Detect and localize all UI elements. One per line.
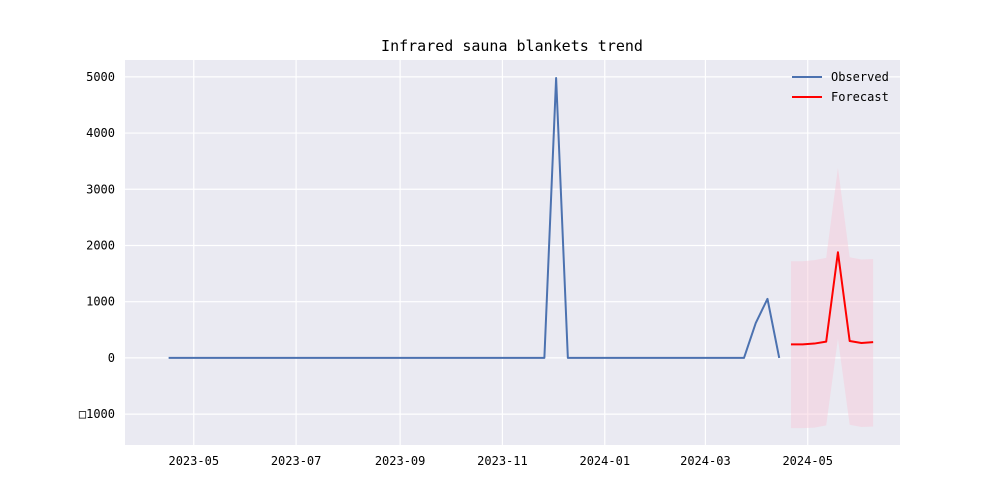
x-tick-label: 2023-05: [168, 454, 219, 468]
y-tick-label: 5000: [86, 70, 115, 84]
x-tick-label: 2023-09: [375, 454, 426, 468]
chart-title: Infrared sauna blankets trend: [381, 37, 643, 55]
series-layer: [168, 76, 874, 359]
y-tick-label: 3000: [86, 182, 115, 196]
x-tick-label: 2023-11: [477, 454, 528, 468]
legend-label: Forecast: [831, 90, 889, 104]
series-line-forecast: [790, 251, 874, 346]
y-tick-label: 1000: [86, 295, 115, 309]
y-tick-label: 4000: [86, 126, 115, 140]
x-tick-label: 2023-07: [271, 454, 322, 468]
plot-area: [125, 60, 900, 445]
x-tick-label: 2024-03: [680, 454, 731, 468]
x-tick-label: 2024-01: [579, 454, 630, 468]
series-line-observed: [168, 76, 781, 359]
y-tick-label: 2000: [86, 238, 115, 252]
x-axis: 2023-05 2023-07 2023-09 2023-11 2024-01 2024-…: [168, 454, 833, 468]
y-tick-label: 0: [108, 351, 115, 365]
legend-label: Observed: [831, 70, 889, 84]
x-tick-label: 2024-05: [782, 454, 833, 468]
grid: [125, 60, 900, 445]
y-tick-label: □1000: [79, 407, 115, 421]
legend: Observed Forecast: [792, 70, 889, 104]
y-axis: □1000 0 1000 2000 3000 4000 5000: [79, 70, 115, 421]
